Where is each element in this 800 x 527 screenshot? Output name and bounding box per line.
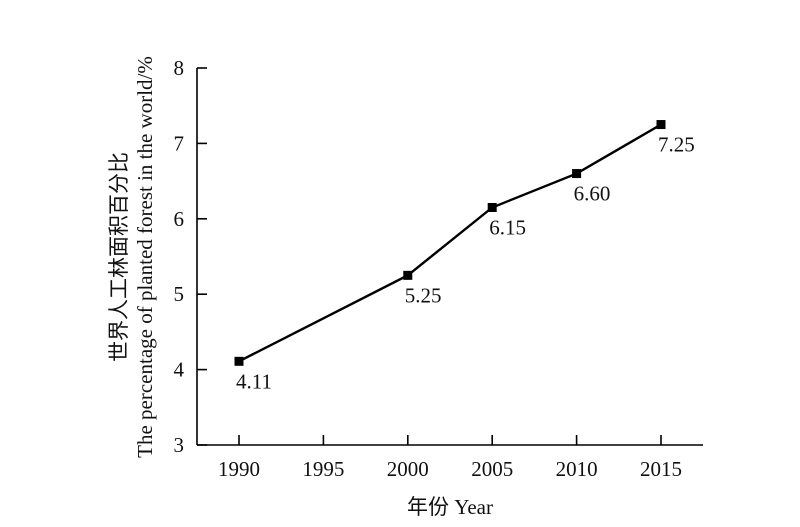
- data-point-marker: [572, 169, 582, 179]
- data-point-marker: [403, 270, 413, 280]
- data-point-marker: [487, 202, 497, 212]
- x-tick-label: 2010: [556, 457, 598, 481]
- x-tick-label: 1990: [218, 457, 260, 481]
- y-axis-title-line2: The percentage of planted forest in the …: [133, 56, 157, 458]
- data-label: 5.25: [405, 283, 442, 307]
- y-axis-title-line1: 世界人工林面积百分比: [107, 152, 131, 362]
- y-tick-label: 4: [174, 358, 185, 382]
- x-tick-label: 2000: [387, 457, 429, 481]
- data-label: 6.60: [574, 182, 611, 206]
- data-label: 7.25: [658, 133, 695, 157]
- data-point-marker: [656, 120, 666, 130]
- data-point-marker: [234, 356, 244, 366]
- y-tick-label: 3: [174, 433, 185, 457]
- y-tick-label: 7: [174, 131, 185, 155]
- y-tick-label: 5: [174, 282, 185, 306]
- y-ticks: 3 4 5 6 7 8: [174, 56, 207, 457]
- y-tick-label: 8: [174, 56, 185, 80]
- series-polyline: [238, 123, 662, 363]
- data-label: 4.11: [236, 369, 272, 393]
- series-line: [234, 120, 666, 366]
- x-tick-label: 2015: [640, 457, 682, 481]
- x-tick-label: 1995: [302, 457, 344, 481]
- x-axis-title: 年份 Year: [407, 495, 493, 519]
- data-labels: 4.11 5.25 6.15 6.60 7.25: [236, 133, 695, 394]
- x-tick-label: 2005: [471, 457, 513, 481]
- x-ticks: 1990 1995 2000 2005 2010 2015: [218, 435, 682, 481]
- data-label: 6.15: [489, 215, 526, 239]
- y-tick-label: 6: [174, 207, 185, 231]
